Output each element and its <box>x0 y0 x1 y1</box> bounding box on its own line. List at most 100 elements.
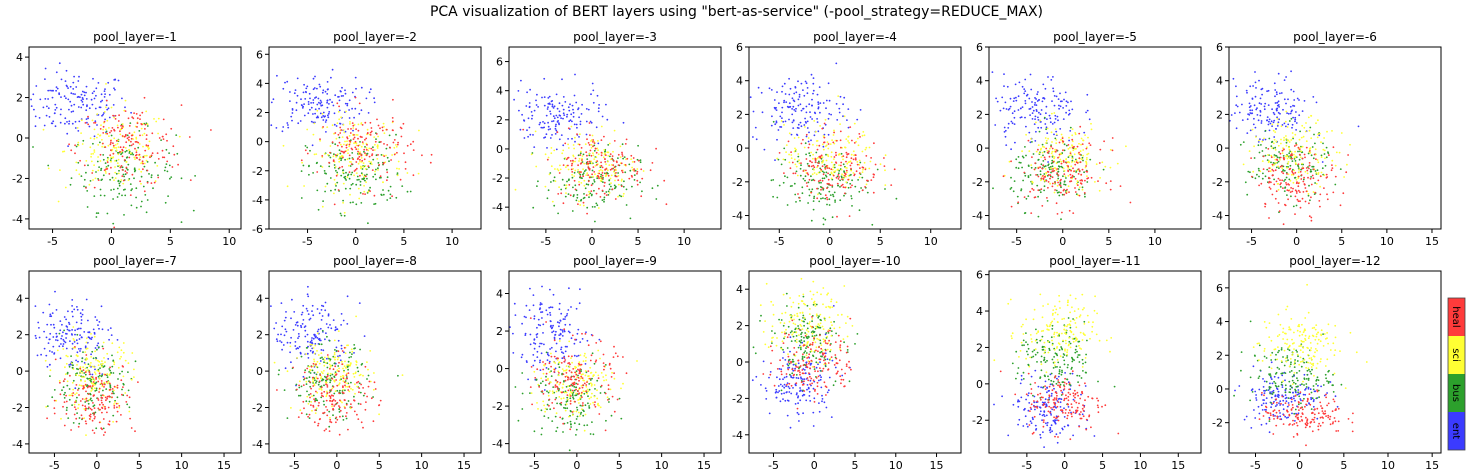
point-ent <box>1053 104 1056 107</box>
point-heal <box>1297 200 1300 203</box>
point-heal <box>97 397 99 400</box>
point-ent <box>344 92 347 95</box>
point-ent <box>367 112 370 114</box>
point-heal <box>65 394 67 397</box>
point-bus <box>117 378 119 380</box>
point-ent <box>47 342 50 344</box>
point-heal <box>332 160 335 163</box>
point-bus <box>308 164 310 167</box>
point-heal <box>1304 187 1307 189</box>
point-sci <box>1044 137 1047 139</box>
point-ent <box>107 81 110 84</box>
point-bus <box>103 194 106 197</box>
point-sci <box>148 147 150 150</box>
point-ent <box>306 293 309 296</box>
point-sci <box>785 151 787 154</box>
point-bus <box>871 223 874 226</box>
point-sci <box>846 171 848 174</box>
point-sci <box>346 372 348 375</box>
point-ent <box>306 85 309 88</box>
point-heal <box>63 378 66 380</box>
point-bus <box>361 168 364 170</box>
point-sci <box>1338 151 1341 154</box>
point-bus <box>1260 144 1262 146</box>
point-ent <box>332 104 335 107</box>
point-ent <box>338 109 341 112</box>
point-sci <box>820 170 823 172</box>
point-ent <box>1019 107 1022 110</box>
point-ent <box>1037 126 1040 129</box>
point-bus <box>629 217 632 220</box>
point-ent <box>1044 123 1047 125</box>
point-sci <box>608 164 611 167</box>
point-bus <box>374 173 376 176</box>
point-ent <box>526 91 528 94</box>
point-ent <box>1248 102 1251 105</box>
point-heal <box>134 430 136 433</box>
point-heal <box>1295 144 1298 146</box>
point-bus <box>1042 160 1045 162</box>
point-sci <box>84 367 87 370</box>
point-sci <box>631 169 634 171</box>
point-sci <box>346 176 349 179</box>
point-ent <box>805 111 808 114</box>
point-heal <box>1310 196 1312 199</box>
point-bus <box>372 146 374 149</box>
point-heal <box>1109 180 1112 183</box>
point-ent <box>83 94 86 97</box>
point-sci <box>397 160 400 163</box>
point-heal <box>829 184 832 187</box>
point-ent <box>86 105 88 108</box>
point-sci <box>140 162 143 165</box>
point-ent <box>85 109 88 112</box>
point-ent <box>58 93 61 96</box>
point-bus <box>876 168 879 171</box>
point-sci <box>1253 145 1255 148</box>
scatter-points <box>513 73 668 223</box>
point-bus <box>580 177 582 179</box>
point-heal <box>605 168 608 170</box>
point-bus <box>66 371 69 374</box>
point-bus <box>389 197 392 200</box>
point-ent <box>81 90 84 93</box>
point-ent <box>312 99 315 101</box>
point-bus <box>1045 128 1047 131</box>
point-bus <box>157 174 159 177</box>
point-heal <box>840 146 842 149</box>
point-ent <box>90 353 92 356</box>
point-ent <box>1014 83 1017 86</box>
point-ent <box>24 104 26 106</box>
point-ent <box>842 103 844 106</box>
point-ent <box>87 117 89 120</box>
point-ent <box>325 119 328 122</box>
x-tick-label: -5 <box>47 235 58 248</box>
point-heal <box>1278 210 1281 213</box>
point-bus <box>100 394 102 397</box>
point-bus <box>601 199 604 202</box>
point-bus <box>825 153 827 156</box>
point-sci <box>323 153 326 155</box>
point-heal <box>128 132 131 135</box>
point-bus <box>1283 190 1286 193</box>
point-bus <box>1295 142 1297 145</box>
point-sci <box>63 150 66 153</box>
point-heal <box>93 432 96 434</box>
point-heal <box>1298 153 1301 156</box>
point-ent <box>1273 113 1276 116</box>
point-sci <box>418 129 420 132</box>
point-ent <box>334 329 337 332</box>
point-ent <box>61 323 63 326</box>
point-heal <box>1291 170 1293 173</box>
point-bus <box>840 152 843 155</box>
point-heal <box>1031 187 1034 190</box>
point-ent <box>1004 101 1007 104</box>
point-heal <box>1055 149 1058 152</box>
point-ent <box>104 93 106 95</box>
point-sci <box>590 146 593 149</box>
point-sci <box>103 111 106 113</box>
point-sci <box>113 179 115 182</box>
point-bus <box>1019 161 1022 164</box>
point-sci <box>289 345 292 348</box>
y-tick-label: 4 <box>256 77 263 90</box>
point-ent <box>781 85 784 88</box>
